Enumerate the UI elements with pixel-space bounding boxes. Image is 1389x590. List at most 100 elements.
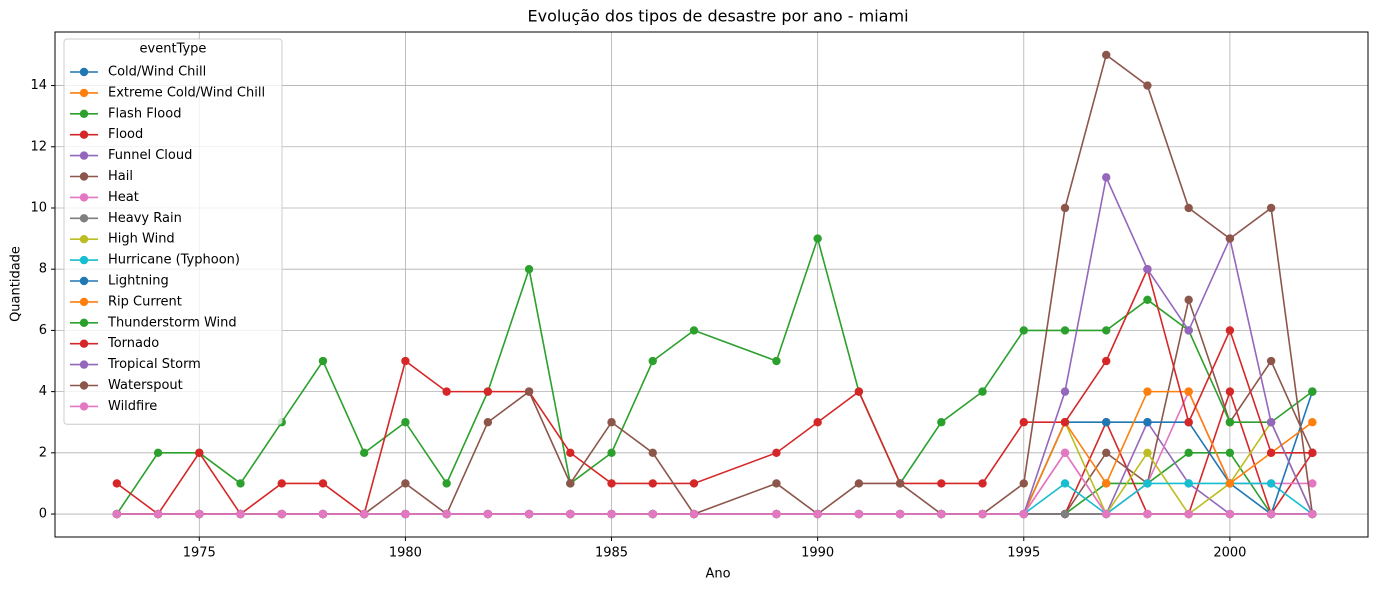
data-point — [1019, 479, 1028, 488]
data-point — [1266, 356, 1276, 366]
data-point — [401, 479, 410, 488]
data-point — [1102, 173, 1111, 182]
data-point — [1225, 326, 1235, 335]
data-point — [359, 448, 369, 458]
series-line — [116, 174, 1314, 515]
data-point — [813, 509, 822, 519]
data-point — [1060, 448, 1070, 458]
y-axis-label: Quantidade — [9, 246, 24, 322]
series-line — [116, 420, 1313, 515]
data-point — [1102, 418, 1111, 427]
data-point — [442, 387, 451, 396]
legend-box — [63, 38, 283, 425]
data-point — [1225, 509, 1235, 519]
data-point — [1225, 479, 1235, 488]
data-point — [566, 479, 575, 488]
data-point — [112, 509, 122, 519]
data-point — [648, 448, 657, 458]
legend-label: Heavy Rain — [108, 211, 182, 226]
data-point — [978, 479, 987, 488]
y-tick-label: 8 — [39, 262, 47, 277]
data-point — [772, 448, 781, 458]
y-tick-label: 4 — [39, 384, 47, 399]
data-point — [937, 418, 946, 427]
data-point — [318, 356, 328, 366]
legend-marker — [79, 235, 89, 244]
data-point — [772, 509, 781, 519]
data-point — [1060, 326, 1070, 335]
legend-marker — [79, 172, 89, 181]
data-point — [153, 509, 163, 519]
legend-label: Rip Current — [108, 294, 182, 309]
plot — [112, 50, 1317, 519]
legend-marker — [79, 214, 89, 223]
legend-label: Wildfire — [108, 399, 157, 414]
data-point — [648, 356, 657, 366]
x-tick-label: 2000 — [1213, 546, 1246, 561]
y-tick-label: 14 — [30, 78, 47, 93]
data-point — [1019, 509, 1028, 519]
data-point — [483, 387, 493, 396]
legend-marker — [79, 193, 89, 202]
data-point — [813, 418, 822, 427]
data-point — [1266, 479, 1276, 488]
legend-label: Flood — [108, 127, 143, 142]
data-point — [689, 479, 699, 488]
data-point — [566, 509, 575, 519]
data-point — [1143, 264, 1152, 274]
series-line — [116, 53, 1314, 516]
y-tick-label: 12 — [30, 139, 47, 154]
data-point — [401, 356, 410, 366]
chart-title: Evolução dos tipos de desastre por ano -… — [527, 7, 908, 26]
data-point — [854, 387, 864, 396]
data-point — [1184, 509, 1193, 519]
legend-marker — [79, 88, 89, 98]
data-point — [1060, 387, 1070, 396]
legend-marker — [79, 130, 89, 139]
series-line — [116, 420, 1314, 516]
data-point — [1184, 418, 1193, 427]
data-point — [195, 448, 204, 458]
data-point — [937, 479, 946, 488]
data-point — [772, 479, 781, 488]
data-point — [524, 509, 534, 519]
legend-label: High Wind — [108, 232, 175, 247]
data-point — [1143, 479, 1152, 488]
y-tick-label: 0 — [39, 507, 47, 522]
data-point — [1184, 295, 1193, 305]
data-point — [1143, 81, 1152, 90]
data-point — [153, 448, 163, 458]
data-point — [1225, 448, 1235, 458]
data-point — [1102, 479, 1111, 488]
legend-label: Heat — [108, 190, 139, 205]
legend-label: Extreme Cold/Wind Chill — [108, 85, 265, 100]
data-point — [1225, 418, 1235, 427]
data-point — [895, 509, 905, 519]
data-point — [1184, 448, 1193, 458]
data-point — [1266, 203, 1276, 213]
legend-label: Tropical Storm — [107, 357, 201, 372]
data-point — [277, 509, 286, 519]
data-point — [1266, 509, 1276, 519]
data-point — [1308, 448, 1317, 458]
data-point — [772, 356, 781, 366]
legend-label: Flash Flood — [108, 106, 181, 121]
y-tick-label: 2 — [39, 445, 47, 460]
data-point — [1308, 418, 1317, 427]
data-point — [1102, 448, 1111, 458]
data-point — [1143, 387, 1152, 396]
legend-marker — [79, 381, 89, 390]
data-point — [401, 509, 410, 519]
legend-marker — [79, 402, 89, 411]
data-point — [442, 509, 451, 519]
data-point — [1143, 295, 1152, 305]
data-point — [524, 264, 534, 274]
data-point — [524, 387, 534, 396]
data-point — [1308, 509, 1317, 519]
data-point — [1102, 356, 1111, 366]
legend-label: Thunderstorm Wind — [107, 315, 237, 330]
x-axis-label: Ano — [705, 567, 730, 582]
data-point — [978, 509, 987, 519]
data-point — [1102, 509, 1111, 519]
data-point — [648, 479, 657, 488]
